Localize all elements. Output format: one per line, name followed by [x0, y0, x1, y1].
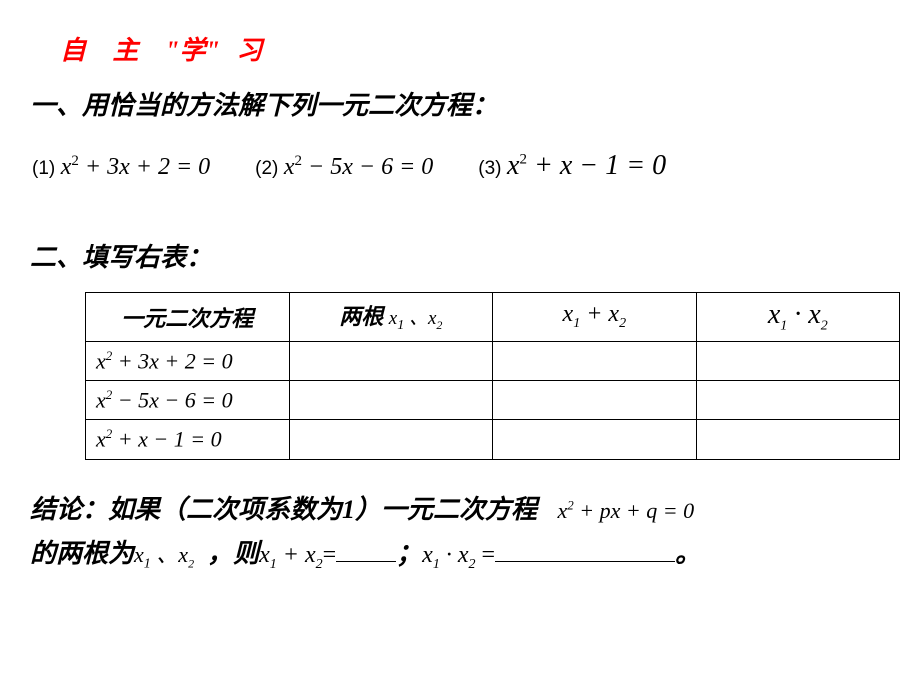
title-text: 自 主 "学" 习 — [60, 36, 272, 65]
table-row: x2 + 3x + 2 = 0 — [86, 341, 900, 380]
problem-1-equation: x2 + 3x + 2 = 0 — [61, 154, 210, 180]
page-title: 自 主 "学" 习 — [60, 30, 900, 67]
conclusion-product: x1 · x2 — [422, 542, 475, 568]
row-3-sum — [493, 420, 696, 459]
row-3-equation: x2 + x − 1 = 0 — [86, 420, 290, 459]
conclusion-line1-text: 结论：如果（二次项系数为1）一元二次方程 — [30, 495, 537, 524]
row-2-sum — [493, 380, 696, 419]
row-1-sum — [493, 341, 696, 380]
problem-3-number: (3) — [478, 158, 501, 179]
section-2-heading: 二、填写右表： — [30, 237, 900, 274]
row-2-equation: x2 − 5x − 6 = 0 — [86, 380, 290, 419]
conclusion-eq2: = — [475, 542, 495, 568]
conclusion-sum: x1 + x2 — [259, 542, 323, 568]
conclusion-line2-pre: 的两根为 — [30, 539, 134, 568]
row-1-roots — [289, 341, 493, 380]
table-header-4: x1 · x2 — [696, 293, 900, 342]
problem-2-number: (2) — [255, 158, 278, 179]
row-2-roots — [289, 380, 493, 419]
conclusion-semi: ； — [396, 539, 422, 568]
problem-2-equation: x2 − 5x − 6 = 0 — [284, 154, 433, 180]
row-3-roots — [289, 420, 493, 459]
table-row: x2 + x − 1 = 0 — [86, 420, 900, 459]
blank-1 — [336, 535, 396, 562]
table-header-1: 一元二次方程 — [86, 293, 290, 342]
header-2-math: x1 、x2 — [389, 308, 443, 329]
conclusion-mid: ，则 — [201, 539, 260, 568]
problem-3-equation: x2 + x − 1 = 0 — [507, 150, 666, 181]
conclusion-general-equation: x2 + px + q = 0 — [558, 498, 695, 523]
header-2-label: 两根 — [339, 304, 383, 329]
row-2-product — [696, 380, 900, 419]
table-row: x2 − 5x − 6 = 0 — [86, 380, 900, 419]
table-header-3: x1 + x2 — [493, 293, 696, 342]
problem-1-number: (1) — [32, 158, 55, 179]
row-1-product — [696, 341, 900, 380]
table-header-2: 两根 x1 、x2 — [289, 293, 493, 342]
row-3-product — [696, 420, 900, 459]
blank-2 — [495, 535, 675, 562]
equation-table: 一元二次方程 两根 x1 、x2 x1 + x2 x1 · x2 x2 + 3x… — [85, 292, 900, 460]
conclusion-roots: x1 、x2 — [134, 542, 194, 567]
table-header-row: 一元二次方程 两根 x1 、x2 x1 + x2 x1 · x2 — [86, 293, 900, 342]
conclusion-block: 结论：如果（二次项系数为1）一元二次方程 x2 + px + q = 0 的两根… — [30, 488, 900, 577]
conclusion-eq1: = — [323, 542, 337, 568]
section-1-heading: 一、用恰当的方法解下列一元二次方程： — [30, 85, 900, 122]
conclusion-end: 。 — [675, 539, 701, 568]
row-1-equation: x2 + 3x + 2 = 0 — [86, 341, 290, 380]
problems-row: (1) x2 + 3x + 2 = 0 (2) x2 − 5x − 6 = 0 … — [32, 150, 900, 182]
